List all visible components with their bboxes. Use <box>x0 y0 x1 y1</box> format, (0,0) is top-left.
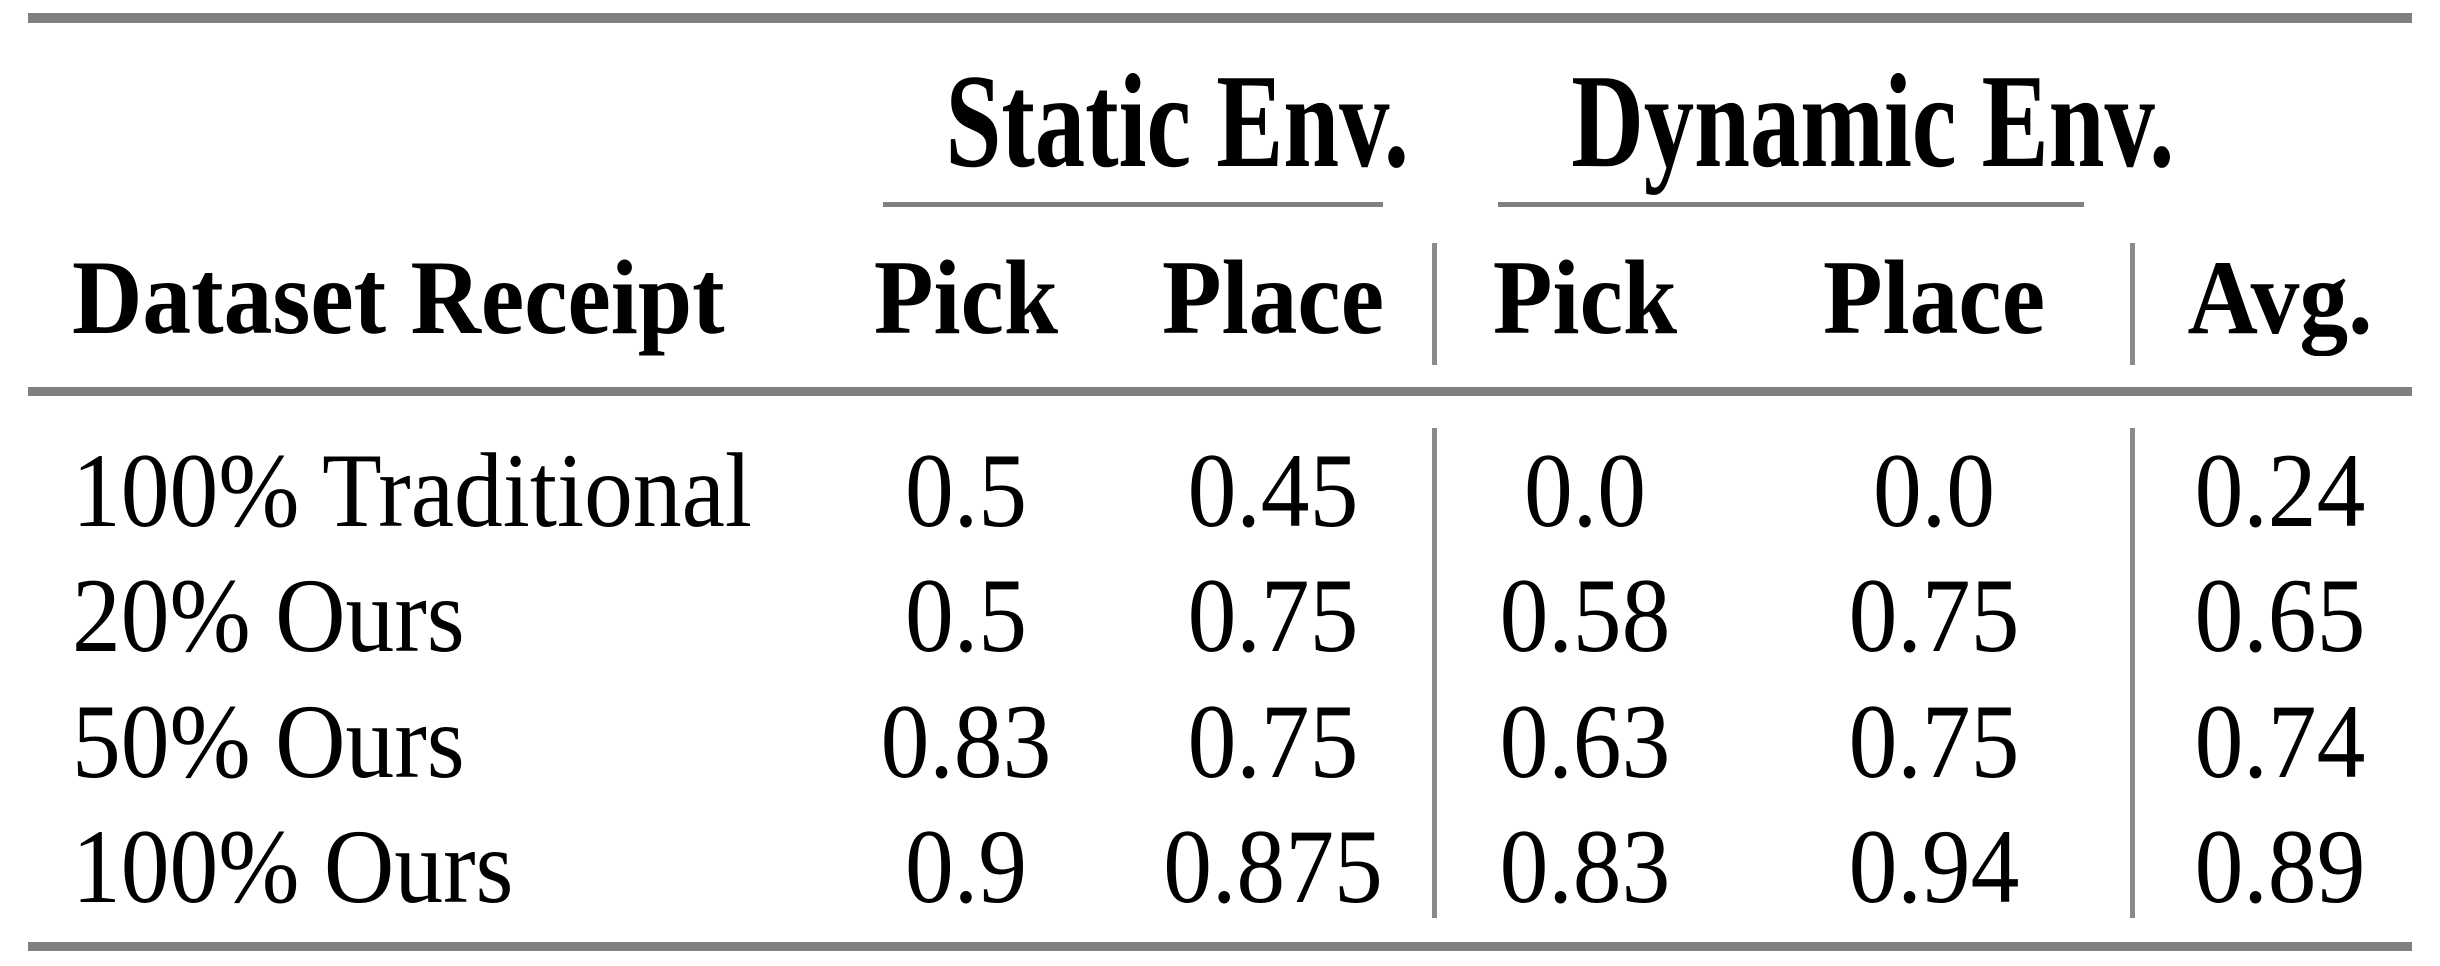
cell-r3-dynamic-pick: 0.83 <box>1499 808 1671 925</box>
cell-r1-dynamic-place: 0.75 <box>1848 557 2020 674</box>
row-label-100-traditional: 100% Traditional <box>72 432 752 549</box>
cell-r1-avg: 0.65 <box>2194 557 2366 674</box>
static-env-underline-rule <box>883 202 1383 207</box>
cell-r2-static-place: 0.75 <box>1187 683 1359 800</box>
table-header-separator-rule <box>28 387 2412 396</box>
cell-r1-dynamic-pick: 0.58 <box>1499 557 1671 674</box>
cell-r2-static-pick: 0.83 <box>880 683 1052 800</box>
cell-r0-dynamic-pick: 0.0 <box>1524 432 1646 549</box>
table-bottom-rule <box>28 942 2412 951</box>
column-header-dynamic-pick: Pick <box>1492 239 1678 356</box>
column-header-avg: Avg. <box>2187 239 2373 356</box>
cell-r3-dynamic-place: 0.94 <box>1848 808 2020 925</box>
group-header-static-env: Static Env. <box>945 47 1409 195</box>
column-divider-1-header-segment <box>1432 243 1437 365</box>
cell-r1-static-pick: 0.5 <box>905 557 1027 674</box>
column-header-dynamic-place: Place <box>1822 239 2045 356</box>
cell-r3-avg: 0.89 <box>2194 808 2366 925</box>
row-label-20-ours: 20% Ours <box>72 557 465 674</box>
table-top-rule <box>28 13 2412 23</box>
dynamic-env-underline-rule <box>1498 202 2084 207</box>
cell-r2-dynamic-place: 0.75 <box>1848 683 2020 800</box>
cell-r2-dynamic-pick: 0.63 <box>1499 683 1671 800</box>
group-header-dynamic-env: Dynamic Env. <box>1571 47 2175 195</box>
row-label-50-ours: 50% Ours <box>72 683 465 800</box>
column-header-dataset-receipt: Dataset Receipt <box>72 239 725 356</box>
column-header-static-pick: Pick <box>873 239 1059 356</box>
cell-r0-static-place: 0.45 <box>1187 432 1359 549</box>
column-header-static-place: Place <box>1161 239 1384 356</box>
column-divider-2-header-segment <box>2130 243 2135 365</box>
cell-r0-avg: 0.24 <box>2194 432 2366 549</box>
cell-r0-static-pick: 0.5 <box>905 432 1027 549</box>
cell-r2-avg: 0.74 <box>2194 683 2366 800</box>
cell-r1-static-place: 0.75 <box>1187 557 1359 674</box>
cell-r3-static-place: 0.875 <box>1163 808 1383 925</box>
column-divider-2-body-segment <box>2130 428 2135 918</box>
column-divider-1-body-segment <box>1432 428 1437 918</box>
cell-r3-static-pick: 0.9 <box>905 808 1027 925</box>
row-label-100-ours: 100% Ours <box>72 808 514 925</box>
cell-r0-dynamic-place: 0.0 <box>1873 432 1995 549</box>
